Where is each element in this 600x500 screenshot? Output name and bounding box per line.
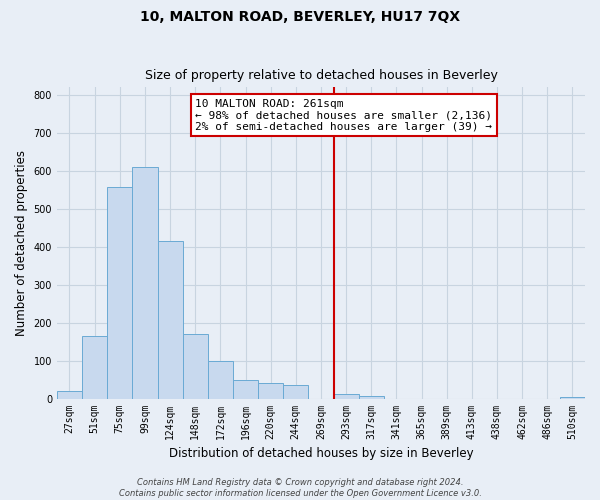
Bar bbox=[133, 167, 158, 398]
Bar bbox=[182, 334, 208, 398]
Text: Contains HM Land Registry data © Crown copyright and database right 2024.
Contai: Contains HM Land Registry data © Crown c… bbox=[119, 478, 481, 498]
Bar bbox=[560, 396, 585, 398]
Bar bbox=[258, 384, 283, 398]
Bar bbox=[334, 394, 359, 398]
Title: Size of property relative to detached houses in Beverley: Size of property relative to detached ho… bbox=[145, 69, 497, 82]
Text: 10 MALTON ROAD: 261sqm
← 98% of detached houses are smaller (2,136)
2% of semi-d: 10 MALTON ROAD: 261sqm ← 98% of detached… bbox=[195, 98, 492, 132]
Bar bbox=[359, 396, 384, 398]
X-axis label: Distribution of detached houses by size in Beverley: Distribution of detached houses by size … bbox=[169, 447, 473, 460]
Text: 10, MALTON ROAD, BEVERLEY, HU17 7QX: 10, MALTON ROAD, BEVERLEY, HU17 7QX bbox=[140, 10, 460, 24]
Bar bbox=[57, 391, 82, 398]
Bar bbox=[158, 241, 182, 398]
Bar bbox=[283, 386, 308, 398]
Bar bbox=[107, 187, 133, 398]
Y-axis label: Number of detached properties: Number of detached properties bbox=[15, 150, 28, 336]
Bar bbox=[208, 360, 233, 399]
Bar bbox=[82, 336, 107, 398]
Bar bbox=[233, 380, 258, 398]
